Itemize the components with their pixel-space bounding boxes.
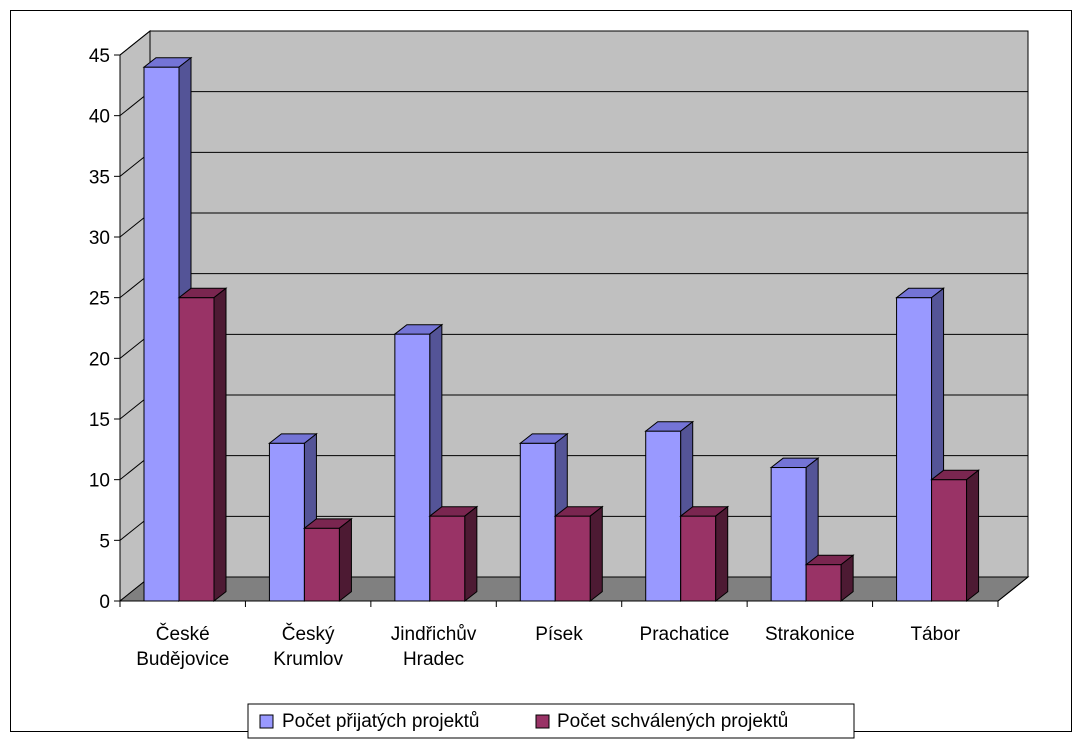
- legend: Počet přijatých projektů Počet schválený…: [247, 703, 855, 739]
- gridline: [119, 30, 1028, 56]
- x-tick-label: Český Krumlov: [273, 623, 343, 670]
- bar-front: [519, 442, 556, 602]
- legend-label-approved: Počet schválených projektů: [557, 711, 788, 732]
- bar: [428, 505, 479, 603]
- bar-front: [931, 479, 968, 602]
- bar-side: [213, 287, 227, 603]
- bar: [679, 505, 730, 603]
- bars: [142, 56, 981, 603]
- y-tick-label: 5: [99, 531, 110, 552]
- legend-box: [247, 703, 855, 739]
- y-tick-label: 45: [89, 46, 110, 67]
- x-axis: České Budějovice Český Krumlov Jindřichův Hra…: [119, 576, 1029, 670]
- bar-front: [143, 66, 180, 602]
- y-tick-label: 40: [89, 107, 110, 128]
- x-tick-label: Tábor: [910, 624, 960, 645]
- bar-front: [680, 515, 717, 602]
- bar: [895, 287, 946, 603]
- bar-side: [338, 517, 352, 603]
- bar-front: [645, 430, 682, 602]
- bar: [553, 505, 604, 603]
- y-tick-label: 25: [89, 289, 110, 310]
- bar-front: [178, 297, 215, 602]
- y-tick-label: 0: [99, 592, 110, 613]
- y-tick-label: 15: [89, 410, 110, 431]
- bar: [302, 517, 353, 603]
- bar-side: [589, 505, 603, 603]
- bar: [930, 469, 981, 603]
- bar-front: [896, 297, 933, 602]
- bar-side: [966, 469, 980, 603]
- chart-walls: [119, 29, 1029, 603]
- x-tick-label: Jindřichův Hradec: [391, 624, 477, 670]
- bar-front: [394, 333, 431, 602]
- x-tick-label: Prachatice: [640, 624, 730, 645]
- bar-side: [464, 505, 478, 603]
- bar-front: [805, 564, 842, 602]
- x-tick-label: České Budějovice: [136, 623, 229, 670]
- y-tick-label: 35: [89, 167, 110, 188]
- bar-front: [554, 515, 591, 602]
- legend-swatch-received: [259, 714, 274, 729]
- y-tick-label: 30: [89, 228, 110, 249]
- y-axis: 0 5 10 15 20 25 30 35 40 45: [89, 46, 121, 613]
- bar-front: [268, 442, 305, 602]
- x-tick-label: Strakonice: [765, 624, 855, 645]
- bar-front: [429, 515, 466, 602]
- bar-front: [770, 467, 807, 602]
- bar: [804, 554, 855, 603]
- legend-swatch-approved: [535, 714, 550, 729]
- bar-side: [715, 505, 729, 603]
- bar-side: [840, 554, 854, 603]
- y-tick-label: 20: [89, 349, 110, 370]
- legend-label-received: Počet přijatých projektů: [282, 711, 480, 732]
- bar: [177, 287, 228, 603]
- y-tick-label: 10: [89, 471, 110, 492]
- bar-front: [303, 527, 340, 602]
- x-axis-depth-line: [997, 576, 1029, 602]
- x-tick-label: Písek: [535, 624, 583, 645]
